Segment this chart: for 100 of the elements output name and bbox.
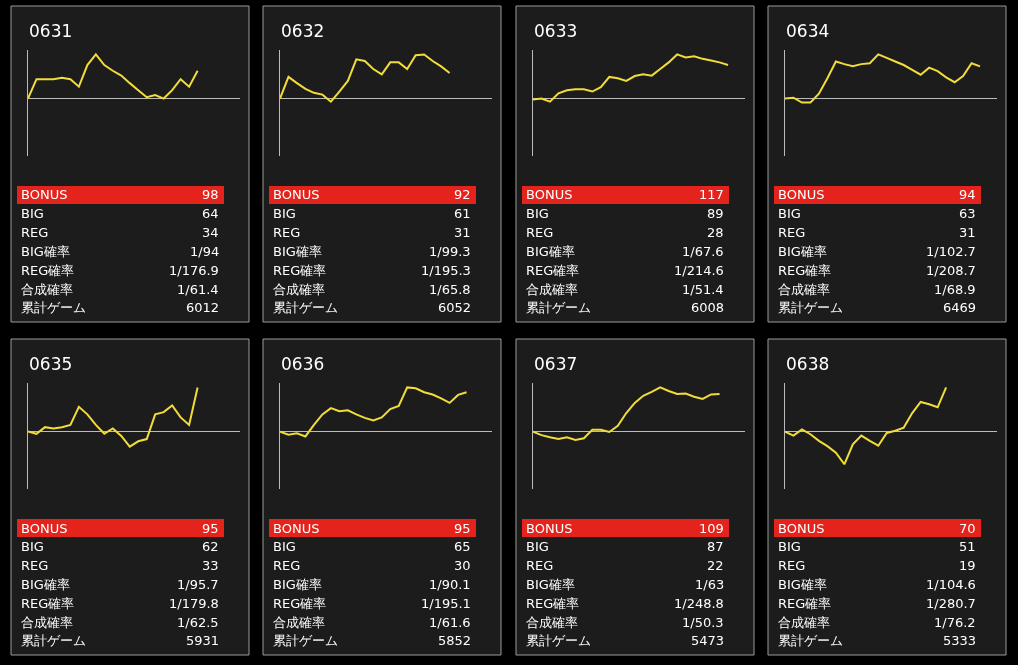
text: 65 [454, 539, 471, 554]
text: REG確率 [273, 263, 327, 278]
text: 1/99.3 [429, 244, 471, 259]
text: BIG確率 [526, 244, 575, 259]
text: BONUS [526, 187, 573, 202]
text: 87 [707, 539, 724, 554]
text: 合成確率 [21, 615, 73, 630]
text: REG [273, 558, 301, 573]
text: BIG確率 [21, 244, 70, 259]
text: 合成確率 [273, 282, 325, 297]
text: 6008 [691, 300, 725, 315]
text: BIG確率 [273, 577, 322, 592]
text: REG確率 [273, 596, 327, 611]
text: REG確率 [526, 263, 580, 278]
text: 109 [699, 521, 724, 536]
text: 62 [202, 539, 219, 554]
text: 94 [959, 187, 976, 202]
chart-title: 0633 [534, 21, 578, 41]
text: 1/76.2 [934, 615, 976, 630]
text: 1/208.7 [926, 263, 976, 278]
text: 合成確率 [21, 282, 73, 297]
text: 5852 [438, 633, 472, 648]
text: REG [778, 225, 806, 240]
text: 92 [454, 187, 471, 202]
text: 1/104.6 [926, 577, 976, 592]
text: 1/51.4 [682, 282, 724, 297]
text: 117 [699, 187, 724, 202]
text: REG確率 [778, 596, 832, 611]
text: 33 [202, 558, 219, 573]
text: BONUS [778, 187, 825, 202]
text: BONUS [526, 521, 573, 536]
text: 1/214.6 [674, 263, 724, 278]
text: 累計ゲーム [21, 633, 86, 648]
text: BIG [273, 539, 296, 554]
text: 1/195.1 [421, 596, 471, 611]
text: 28 [707, 225, 724, 240]
text: REG [526, 558, 554, 573]
text: 31 [959, 225, 976, 240]
text: BIG確率 [526, 577, 575, 592]
text: 89 [707, 206, 724, 221]
text: 1/102.7 [926, 244, 976, 259]
text: REG [778, 558, 806, 573]
text: 合成確率 [273, 615, 325, 630]
chart-title: 0635 [29, 354, 73, 374]
text: BIG [21, 539, 44, 554]
text: 1/195.3 [421, 263, 471, 278]
chart-title: 0636 [281, 354, 325, 374]
text: BIG確率 [273, 244, 322, 259]
text: BONUS [778, 521, 825, 536]
text: 61 [454, 206, 471, 221]
text: 合成確率 [778, 615, 830, 630]
text: 1/61.4 [177, 282, 219, 297]
text: 累計ゲーム [778, 300, 843, 315]
text: 合成確率 [526, 615, 578, 630]
text: BIG [778, 539, 801, 554]
text: 累計ゲーム [526, 300, 591, 315]
text: 30 [454, 558, 471, 573]
chart-title: 0634 [786, 21, 830, 41]
text: 19 [959, 558, 976, 573]
text: 22 [707, 558, 724, 573]
text: 累計ゲーム [21, 300, 86, 315]
text: BIG [526, 539, 549, 554]
chart-title: 0631 [29, 21, 73, 41]
chart-title: 0632 [281, 21, 325, 41]
text: BONUS [21, 187, 68, 202]
text: BONUS [273, 187, 320, 202]
text: REG確率 [778, 263, 832, 278]
text: 1/94 [190, 244, 220, 259]
text: BONUS [273, 521, 320, 536]
text: 1/62.5 [177, 615, 219, 630]
chart-title: 0638 [786, 354, 830, 374]
text: 98 [202, 187, 219, 202]
text: BIG確率 [778, 577, 827, 592]
text: 累計ゲーム [526, 633, 591, 648]
text: 1/50.3 [682, 615, 724, 630]
text: REG確率 [21, 263, 75, 278]
text: 5931 [186, 633, 220, 648]
text: REG [21, 225, 49, 240]
text: 34 [202, 225, 219, 240]
text: 1/179.8 [169, 596, 219, 611]
text: 51 [959, 539, 976, 554]
text: BONUS [21, 521, 68, 536]
text: 1/67.6 [682, 244, 724, 259]
text: 5333 [943, 633, 977, 648]
text: 6469 [943, 300, 977, 315]
text: 合成確率 [526, 282, 578, 297]
text: 1/63 [695, 577, 725, 592]
text: 1/90.1 [429, 577, 471, 592]
text: 1/95.7 [177, 577, 219, 592]
text: 6052 [438, 300, 472, 315]
text: 63 [959, 206, 976, 221]
text: 5473 [691, 633, 725, 648]
text: REG [273, 225, 301, 240]
text: 累計ゲーム [778, 633, 843, 648]
text: BIG [273, 206, 296, 221]
text: 累計ゲーム [273, 633, 338, 648]
text: BIG確率 [778, 244, 827, 259]
text: BIG [21, 206, 44, 221]
text: 6012 [186, 300, 220, 315]
text: 95 [454, 521, 471, 536]
